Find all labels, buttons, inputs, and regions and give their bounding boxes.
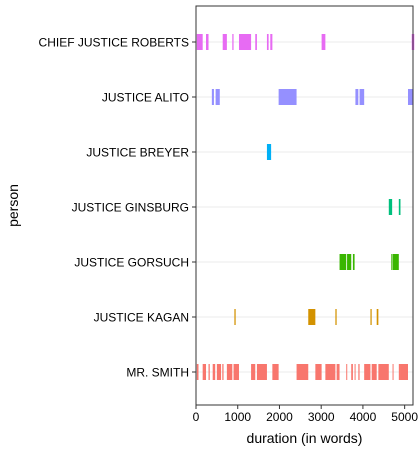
speech-segment xyxy=(354,364,356,380)
speech-segment xyxy=(266,34,269,50)
speech-segment xyxy=(296,364,309,380)
x-tick-label: 4000 xyxy=(350,410,377,424)
speech-segment xyxy=(321,34,326,50)
y-tick-label: CHIEF JUSTICE ROBERTS xyxy=(39,36,189,50)
speech-segment xyxy=(398,364,401,380)
y-tick-label: MR. SMITH xyxy=(126,366,189,380)
speech-segment xyxy=(376,309,379,325)
speech-segment xyxy=(308,309,316,325)
speech-segment xyxy=(347,254,352,270)
speech-segment xyxy=(351,364,353,380)
speech-segment xyxy=(233,364,239,380)
y-axis: CHIEF JUSTICE ROBERTS JUSTICE ALITO JUSTIC… xyxy=(39,36,196,380)
plot-panel-border xyxy=(195,5,414,406)
y-axis-label: person xyxy=(5,184,21,227)
speech-segment xyxy=(256,364,267,380)
speech-segment xyxy=(407,89,413,105)
speech-segment xyxy=(370,309,372,325)
speech-segment xyxy=(392,254,399,270)
speech-segment xyxy=(255,34,257,50)
speech-segment xyxy=(222,364,224,380)
speech-segment xyxy=(391,254,393,270)
speech-segment xyxy=(335,309,337,325)
speech-segment xyxy=(398,199,401,215)
speech-segment xyxy=(222,34,227,50)
x-axis-label: duration (in words) xyxy=(247,430,363,446)
speech-segment xyxy=(234,309,236,325)
speech-segment xyxy=(206,34,209,50)
speech-segment xyxy=(325,364,336,380)
y-tick-label: JUSTICE GINSBURG xyxy=(72,201,189,215)
speech-segment xyxy=(196,34,203,50)
x-axis: 0 1000 2000 3000 4000 5000 xyxy=(193,405,418,424)
speech-segment xyxy=(336,364,340,380)
x-tick-label: 3000 xyxy=(308,410,335,424)
speech-segment xyxy=(238,34,252,50)
speech-segment xyxy=(212,364,216,380)
speech-segment xyxy=(211,89,214,105)
x-tick-label: 0 xyxy=(193,410,200,424)
segments-layer xyxy=(196,34,415,380)
speech-segment xyxy=(346,364,348,380)
speech-segment xyxy=(208,364,210,380)
speech-segment xyxy=(388,199,393,215)
speech-segment xyxy=(355,89,359,105)
speech-segment xyxy=(378,364,389,380)
speech-segment xyxy=(272,364,279,380)
speech-segment xyxy=(400,364,408,380)
speech-segment xyxy=(359,89,365,105)
speech-segment xyxy=(202,364,207,380)
speech-segment xyxy=(270,34,273,50)
speech-segment xyxy=(278,89,297,105)
speech-segment xyxy=(371,364,377,380)
speech-segment xyxy=(251,364,256,380)
speech-segment xyxy=(232,34,234,50)
x-tick-label: 5000 xyxy=(391,410,418,424)
x-tick-label: 1000 xyxy=(224,410,251,424)
speech-segment xyxy=(358,364,360,380)
x-tick-label: 2000 xyxy=(266,410,293,424)
speech-segment xyxy=(315,364,322,380)
y-tick-label: JUSTICE ALITO xyxy=(102,91,189,105)
y-tick-label: JUSTICE KAGAN xyxy=(94,311,189,325)
speech-segment xyxy=(266,144,272,160)
speech-segment xyxy=(364,364,371,380)
speech-segment xyxy=(352,254,355,270)
speech-segment xyxy=(216,364,222,380)
speech-segment xyxy=(392,364,394,380)
y-tick-label: JUSTICE BREYER xyxy=(86,146,189,160)
speech-segment xyxy=(339,254,347,270)
speech-segment xyxy=(196,364,199,380)
y-tick-label: JUSTICE GORSUCH xyxy=(74,256,189,270)
speech-segment xyxy=(215,89,220,105)
speech-segment xyxy=(226,364,233,380)
